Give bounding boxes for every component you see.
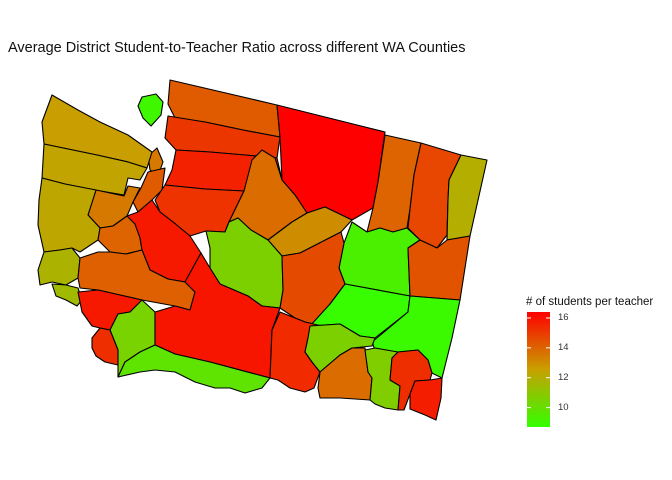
county-grays-harbor[interactable] <box>37 177 101 253</box>
county-clark[interactable] <box>91 327 119 366</box>
county-san-juan[interactable] <box>137 93 164 127</box>
county-spokane[interactable] <box>407 235 471 301</box>
legend-title: # of students per teacher <box>526 296 654 308</box>
county-wahkiakum[interactable] <box>51 283 83 307</box>
county-pacific[interactable] <box>37 247 81 286</box>
legend-tick-label: 16 <box>558 311 569 323</box>
map-title: Average District Student-to-Teacher Rati… <box>8 40 466 56</box>
county-klickitat[interactable] <box>117 344 271 394</box>
legend-tick-label: 12 <box>558 371 569 383</box>
legend-colorbar <box>527 312 550 427</box>
legend-tick-label: 14 <box>558 341 569 353</box>
county-asotin[interactable] <box>409 377 443 421</box>
legend-tick-label: 10 <box>558 401 569 413</box>
legend-tick-marks <box>527 317 550 409</box>
county-layer <box>37 79 488 421</box>
